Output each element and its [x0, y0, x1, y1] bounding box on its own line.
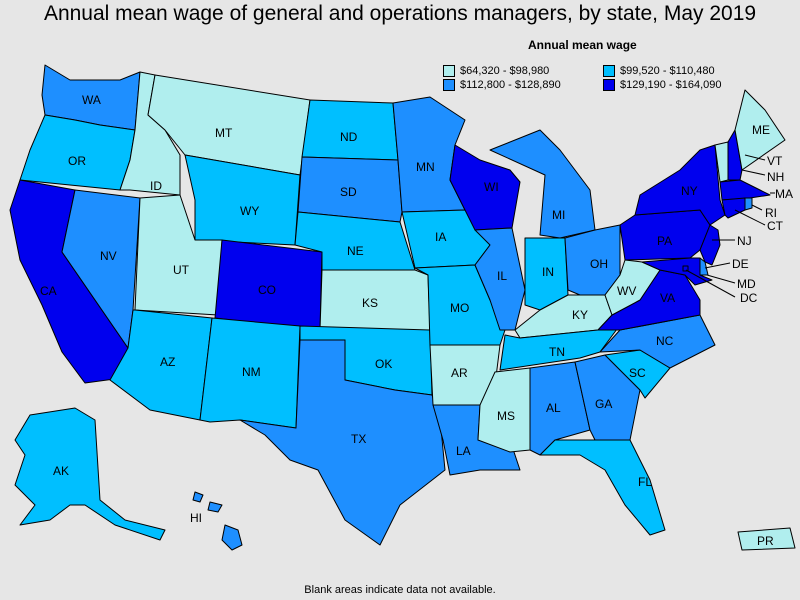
state-ND[interactable] — [301, 99, 399, 161]
state-IL[interactable] — [474, 227, 526, 331]
state-SC[interactable] — [604, 349, 671, 399]
state-FL[interactable] — [539, 439, 666, 536]
state-CO[interactable] — [214, 239, 323, 331]
state-CT[interactable] — [721, 197, 746, 219]
legend-label-4: $129,190 - $164,090 — [620, 79, 722, 91]
legend-label-1: $64,320 - $98,980 — [460, 65, 550, 77]
legend-swatch-4 — [603, 79, 615, 91]
map-title: Annual mean wage of general and operatio… — [43, 2, 757, 25]
state-OH[interactable] — [564, 224, 621, 296]
state-MA[interactable] — [719, 179, 771, 201]
state-SD[interactable] — [297, 156, 403, 223]
state-PA[interactable] — [619, 209, 711, 261]
state-AK[interactable] — [14, 407, 166, 541]
state-NH[interactable] — [727, 129, 743, 181]
state-HI-3[interactable] — [207, 501, 223, 513]
legend-swatch-1 — [443, 65, 455, 77]
state-KS[interactable] — [319, 269, 431, 331]
legend-swatch-3 — [443, 79, 455, 91]
legend-item-3: $112,800 - $128,890 — [443, 79, 561, 91]
legend-item-4: $129,190 - $164,090 — [603, 79, 722, 91]
state-TX[interactable] — [239, 339, 446, 546]
footnote: Blank areas indicate data not available. — [304, 584, 496, 596]
legend-label-2: $99,520 - $110,480 — [620, 65, 715, 77]
state-HI-2[interactable] — [192, 491, 204, 503]
state-RI[interactable] — [744, 197, 753, 211]
legend-label-3: $112,800 - $128,890 — [460, 79, 561, 91]
legend-swatch-2 — [603, 65, 615, 77]
state-DC[interactable] — [682, 265, 689, 272]
state-NM[interactable] — [199, 317, 301, 429]
state-HI[interactable] — [221, 524, 243, 551]
state-TN[interactable] — [499, 324, 621, 371]
state-NY[interactable] — [634, 144, 726, 226]
legend-item-2: $99,520 - $110,480 — [603, 65, 715, 77]
state-ME[interactable] — [734, 89, 786, 171]
legend-title: Annual mean wage — [528, 38, 637, 52]
state-PR[interactable] — [737, 527, 796, 551]
legend-item-1: $64,320 - $98,980 — [443, 65, 549, 77]
